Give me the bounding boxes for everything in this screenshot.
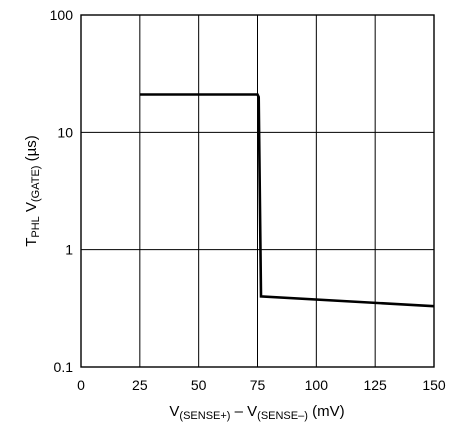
- grid: [81, 15, 434, 367]
- y-tick-label: 100: [50, 7, 74, 23]
- y-tick-label: 0.1: [54, 359, 74, 375]
- x-tick-label: 0: [77, 377, 85, 393]
- x-tick-label: 150: [422, 377, 446, 393]
- y-tick-label: 10: [57, 124, 73, 140]
- x-tick-label: 25: [132, 377, 148, 393]
- y-tick-label: 1: [65, 242, 73, 258]
- series-line: [139, 93, 435, 308]
- x-tick-labels: 0 25 50 75 100 125 150: [77, 377, 446, 393]
- x-tick-label: 75: [250, 377, 266, 393]
- y-axis-title: TPHL V(GATE) (µs): [23, 135, 42, 247]
- x-tick-label: 125: [363, 377, 387, 393]
- plot-frame: [80, 14, 435, 368]
- y-tick-labels: 0.1 1 10 100: [50, 7, 74, 375]
- x-tick-label: 100: [305, 377, 329, 393]
- series-lines: [139, 93, 435, 308]
- x-axis-title: V(SENSE+) – V(SENSE–) (mV): [169, 403, 344, 422]
- x-tick-label: 50: [191, 377, 207, 393]
